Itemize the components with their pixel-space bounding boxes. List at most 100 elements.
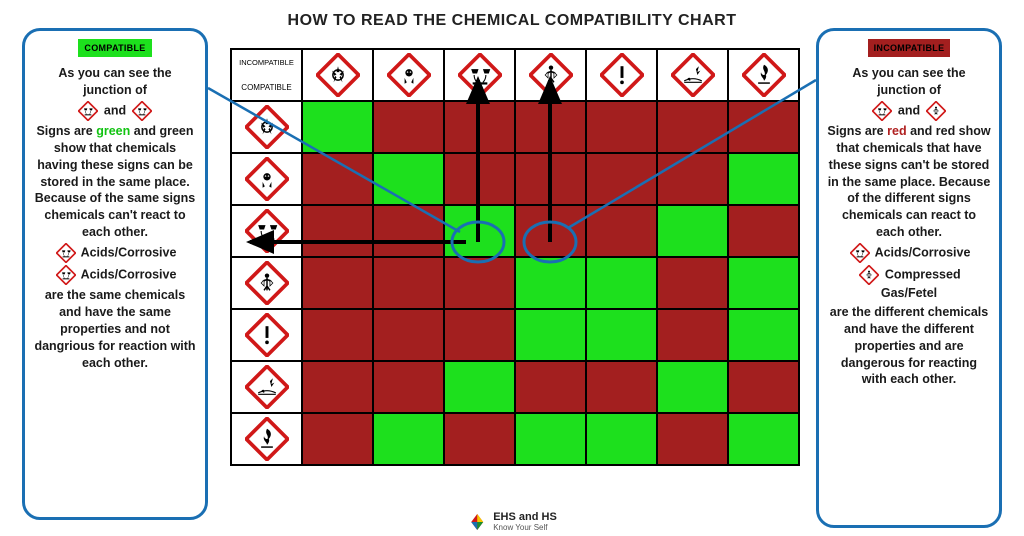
grid-cell	[444, 257, 515, 309]
left-hazard-row-2: Acids/Corrosive	[33, 265, 197, 285]
brand-logo-icon	[467, 512, 487, 532]
grid-row	[231, 205, 799, 257]
exclaim-icon	[600, 53, 644, 97]
col-header-flammable	[728, 49, 799, 101]
grid-cell	[586, 413, 657, 465]
row-header-health	[231, 257, 302, 309]
left-inline-icons: and	[33, 101, 197, 121]
corrosive-icon	[56, 243, 76, 263]
grid-row	[231, 101, 799, 153]
grid-cell	[444, 101, 515, 153]
left-and: and	[104, 103, 126, 117]
col-header-toxic	[373, 49, 444, 101]
right-hazard-row-1: Acids/Corrosive	[827, 243, 991, 263]
grid-cell	[728, 101, 799, 153]
health-icon	[859, 265, 879, 285]
grid-cell	[373, 361, 444, 413]
grid-cell	[302, 361, 373, 413]
brand-tag: Know Your Self	[493, 523, 557, 532]
corrosive-icon	[850, 243, 870, 263]
right-and: and	[898, 103, 920, 117]
grid-cell	[657, 153, 728, 205]
grid-cell	[657, 413, 728, 465]
incompatible-badge: INCOMPATIBLE	[868, 39, 951, 57]
health-icon	[529, 53, 573, 97]
legend-incompatible: INCOMPATIBLE	[232, 50, 301, 75]
grid-cell	[515, 361, 586, 413]
grid-cell	[728, 361, 799, 413]
corrosive-icon	[458, 53, 502, 97]
grid-row	[231, 153, 799, 205]
grid-cell	[586, 361, 657, 413]
grid-cell	[373, 309, 444, 361]
grid-cell	[373, 413, 444, 465]
header-row: INCOMPATIBLE COMPATIBLE	[231, 49, 799, 101]
grid-cell	[373, 153, 444, 205]
corrosive-icon	[245, 209, 289, 253]
grid-cell	[444, 413, 515, 465]
col-header-corrosive	[444, 49, 515, 101]
grid-cell	[657, 361, 728, 413]
row-header-oxidizer	[231, 101, 302, 153]
col-header-exclaim	[586, 49, 657, 101]
grid-cell	[728, 205, 799, 257]
grid-cell	[444, 153, 515, 205]
compatibility-chart: INCOMPATIBLE COMPATIBLE	[230, 48, 800, 466]
grid-cell	[515, 309, 586, 361]
row-header-enviro	[231, 361, 302, 413]
right-hazard-row-2: CompressedGas/Fetel	[827, 265, 991, 302]
grid-cell	[586, 309, 657, 361]
exclaim-icon	[245, 313, 289, 357]
page-title: HOW TO READ THE CHEMICAL COMPATIBILITY C…	[288, 12, 737, 30]
compatible-explanation-panel: COMPATIBLE As you can see the junction o…	[22, 28, 208, 520]
grid-cell	[373, 205, 444, 257]
grid-cell	[373, 101, 444, 153]
enviro-icon	[671, 53, 715, 97]
oxidizer-icon	[245, 105, 289, 149]
grid-cell	[586, 205, 657, 257]
grid-row	[231, 361, 799, 413]
grid-cell	[728, 257, 799, 309]
incompatible-explanation-panel: INCOMPATIBLE As you can see the junction…	[816, 28, 1002, 528]
grid-cell	[515, 257, 586, 309]
corrosive-icon	[872, 101, 892, 121]
grid-cell	[302, 413, 373, 465]
left-text-3: are the same chemicals and have the same…	[33, 287, 197, 371]
compatibility-grid: INCOMPATIBLE COMPATIBLE	[230, 48, 800, 466]
grid-row	[231, 257, 799, 309]
right-text-2: Signs are red and red show that chemical…	[827, 123, 991, 241]
grid-cell	[515, 205, 586, 257]
health-icon	[926, 101, 946, 121]
grid-cell	[444, 205, 515, 257]
right-inline-icons: and	[827, 101, 991, 121]
grid-cell	[586, 101, 657, 153]
corrosive-icon	[132, 101, 152, 121]
grid-cell	[728, 413, 799, 465]
brand-text: EHS and HS	[493, 511, 557, 523]
health-icon	[245, 261, 289, 305]
col-header-enviro	[657, 49, 728, 101]
corrosive-icon	[78, 101, 98, 121]
grid-cell	[302, 257, 373, 309]
grid-cell	[302, 101, 373, 153]
footer-brand: EHS and HS Know Your Self	[467, 511, 557, 532]
grid-cell	[728, 309, 799, 361]
grid-cell	[657, 101, 728, 153]
grid-cell	[515, 153, 586, 205]
grid-cell	[657, 257, 728, 309]
toxic-icon	[245, 157, 289, 201]
grid-cell	[657, 309, 728, 361]
left-text-1: As you can see the junction of	[33, 65, 197, 99]
legend-compatible: COMPATIBLE	[232, 75, 301, 100]
flammable-icon	[245, 417, 289, 461]
grid-cell	[302, 205, 373, 257]
right-text-3: are the different chemicals and have the…	[827, 304, 991, 388]
grid-cell	[373, 257, 444, 309]
toxic-icon	[387, 53, 431, 97]
grid-cell	[586, 153, 657, 205]
row-header-exclaim	[231, 309, 302, 361]
col-header-oxidizer	[302, 49, 373, 101]
grid-row	[231, 309, 799, 361]
compatible-badge: COMPATIBLE	[78, 39, 151, 57]
grid-row	[231, 413, 799, 465]
